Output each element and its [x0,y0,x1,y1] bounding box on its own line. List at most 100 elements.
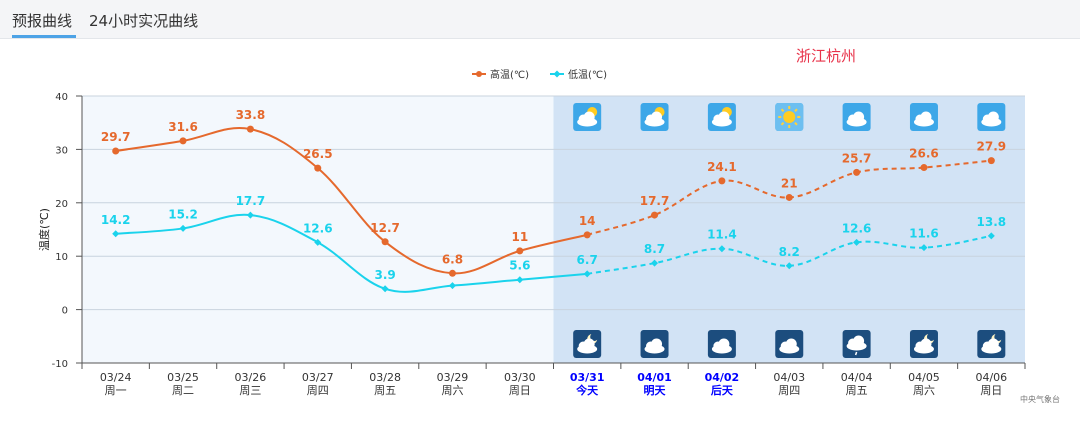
legend-high-label: 高温(℃) [490,68,529,81]
high-data-point[interactable] [853,168,861,176]
high-data-point[interactable] [381,238,389,246]
high-data-point[interactable] [179,137,187,145]
partly-cloudy-icon [573,103,602,131]
low-data-point[interactable] [785,262,793,270]
x-tick-date: 03/25 [167,371,199,384]
x-tick-date: 04/06 [975,371,1007,384]
high-data-point[interactable] [112,147,120,155]
high-data-point[interactable] [651,211,659,219]
cloudy-icon [977,103,1006,131]
sunny-icon [775,103,804,131]
x-tick-weekday: 周二 [172,384,194,397]
x-tick-weekday: 周日 [509,384,531,397]
x-tick-date: 03/30 [504,371,536,384]
low-data-point[interactable] [381,285,389,293]
low-data-point[interactable] [246,211,254,219]
x-tick-weekday: 周一 [105,384,127,397]
y-tick-label: 0 [62,306,68,317]
low-data-label: 15.2 [168,207,198,221]
low-data-point[interactable] [112,230,120,238]
high-data-label: 6.8 [442,252,463,266]
x-tick-weekday: 周三 [239,384,261,397]
x-tick-date: 04/02 [705,371,740,384]
x-tick-weekday: 周六 [913,384,935,397]
x-tick-weekday: 后天 [711,383,734,397]
low-data-point[interactable] [179,224,187,232]
x-tick-date: 04/01 [637,371,672,384]
low-data-label: 11.4 [707,228,737,242]
low-data-point[interactable] [718,245,726,253]
low-data-label: 3.9 [374,268,395,282]
low-data-point[interactable] [516,276,524,284]
low-data-label: 5.6 [509,259,530,273]
tab-bar: 预报曲线 24小时实况曲线 [0,0,1080,39]
high-data-label: 14 [579,214,596,228]
high-data-label: 26.6 [909,147,939,161]
y-axis-label: 温度(℃) [37,208,51,251]
x-tick-date: 03/26 [235,371,267,384]
high-data-point[interactable] [718,177,726,185]
source-label: 中央气象台 [1020,394,1060,404]
low-data-point[interactable] [920,244,928,252]
forecast-background [553,96,1025,363]
high-data-label: 27.9 [977,140,1007,154]
y-tick-label: 40 [55,92,68,103]
high-data-label: 26.5 [303,147,333,161]
tab-forecast-curve[interactable]: 预报曲线 [12,12,73,30]
high-data-point[interactable] [987,157,995,165]
low-data-label: 8.7 [644,242,665,256]
moon-cloud-icon [977,330,1006,358]
legend-item-high[interactable]: 高温(℃) [472,68,529,81]
cloudy-icon [842,103,871,131]
high-data-label: 29.7 [101,130,131,144]
high-data-point[interactable] [583,231,591,239]
x-tick-date: 04/04 [841,371,873,384]
x-tick-date: 03/24 [100,371,132,384]
low-data-point[interactable] [853,238,861,246]
x-tick-weekday: 周五 [374,384,396,397]
cloudy-night-icon [640,330,669,358]
high-data-point[interactable] [246,125,254,133]
active-tab-indicator [12,35,76,38]
low-data-label: 8.2 [779,245,800,259]
high-data-label: 17.7 [640,194,670,208]
partly-cloudy-icon [640,103,669,131]
x-tick-weekday: 周日 [980,384,1002,397]
x-tick-weekday: 周四 [307,384,329,397]
legend-low-label: 低温(℃) [568,68,607,81]
tab-24h-observation-curve[interactable]: 24小时实况曲线 [89,12,199,30]
high-data-label: 11 [511,230,528,244]
legend: 高温(℃) 低温(℃) [472,68,607,81]
high-data-point[interactable] [448,269,456,277]
location-label: 浙江杭州 [796,47,856,65]
x-tick-date: 03/28 [369,371,401,384]
cloudy-night-icon [707,330,736,358]
low-data-label: 17.7 [236,194,266,208]
past-background [82,96,554,363]
moon-cloud-icon [573,330,602,358]
low-data-label: 13.8 [977,215,1007,229]
low-data-label: 6.7 [577,253,598,267]
low-data-point[interactable] [314,238,322,246]
x-tick-weekday: 周六 [441,384,463,397]
temperature-chart: 浙江杭州 中央气象台 高温(℃) 低温(℃) -10 0 10 20 30 40 温度(℃)… [0,39,1080,423]
low-data-point[interactable] [651,259,659,267]
drizzle-night-icon [842,330,871,358]
low-data-label: 12.6 [303,221,333,235]
moon-cloud-icon [909,330,938,358]
low-data-point[interactable] [583,270,591,278]
y-tick-label: -10 [52,359,68,370]
legend-item-low[interactable]: 低温(℃) [550,68,607,81]
low-data-point[interactable] [987,232,995,240]
high-data-point[interactable] [785,193,793,201]
partly-cloudy-icon [707,103,736,131]
high-series-line-observed [115,127,588,275]
x-tick-weekday: 周四 [778,384,800,397]
high-data-label: 12.7 [370,221,400,235]
y-tick-label: 30 [55,145,68,156]
low-data-point[interactable] [448,282,456,290]
high-data-point[interactable] [516,247,524,255]
high-data-point[interactable] [920,164,928,172]
x-tick-date: 03/27 [302,371,334,384]
high-data-point[interactable] [314,164,322,172]
